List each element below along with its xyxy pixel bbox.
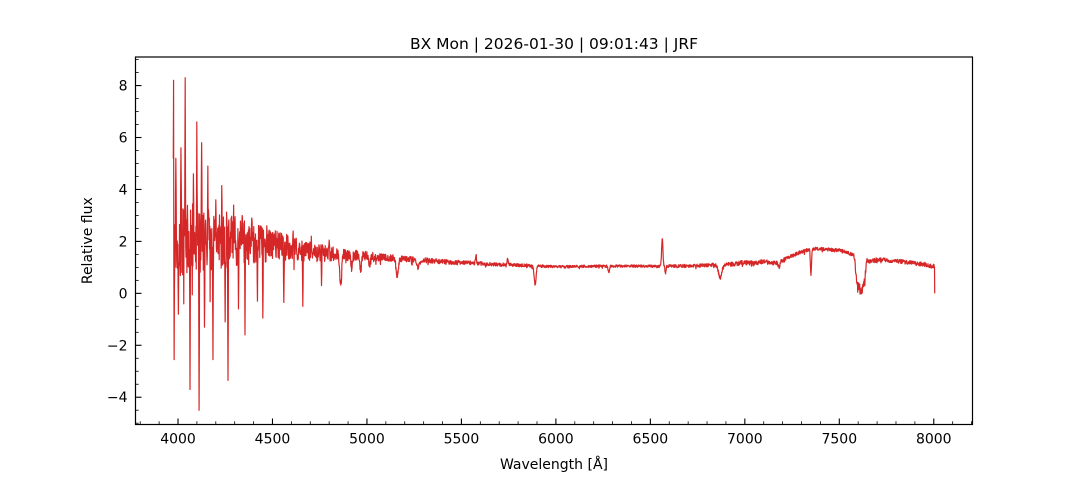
y-tick-label: −2 <box>107 338 128 354</box>
spectrum-line <box>172 77 936 411</box>
y-tick-label: 0 <box>119 286 128 302</box>
x-tick-label: 4000 <box>160 432 196 448</box>
x-tick-label: 7500 <box>821 432 857 448</box>
axis-tick-labels: 4000 4500 5000 5500 6000 6500 7000 7500 8000 −4 −2… <box>107 79 952 448</box>
x-tick-label: 7000 <box>727 432 763 448</box>
y-tick-label: 2 <box>119 234 128 250</box>
x-tick-label: 4500 <box>255 432 291 448</box>
y-tick-label: 8 <box>119 79 128 95</box>
y-tick-label: 6 <box>119 131 128 147</box>
x-axis-label: Wavelength [Å] <box>500 456 608 473</box>
x-tick-label: 5000 <box>349 432 385 448</box>
y-tick-label: 4 <box>119 182 128 198</box>
x-tick-label: 6500 <box>633 432 669 448</box>
y-tick-label: −4 <box>107 390 128 406</box>
y-axis-label: Relative flux <box>80 197 96 284</box>
axis-major-ticks <box>135 85 935 425</box>
x-tick-label: 8000 <box>916 432 952 448</box>
axes-frame <box>134 56 974 426</box>
x-tick-label: 6000 <box>538 432 574 448</box>
chart-title: BX Mon | 2026-01-30 | 09:01:43 | JRF <box>410 35 698 53</box>
x-tick-label: 5500 <box>444 432 480 448</box>
